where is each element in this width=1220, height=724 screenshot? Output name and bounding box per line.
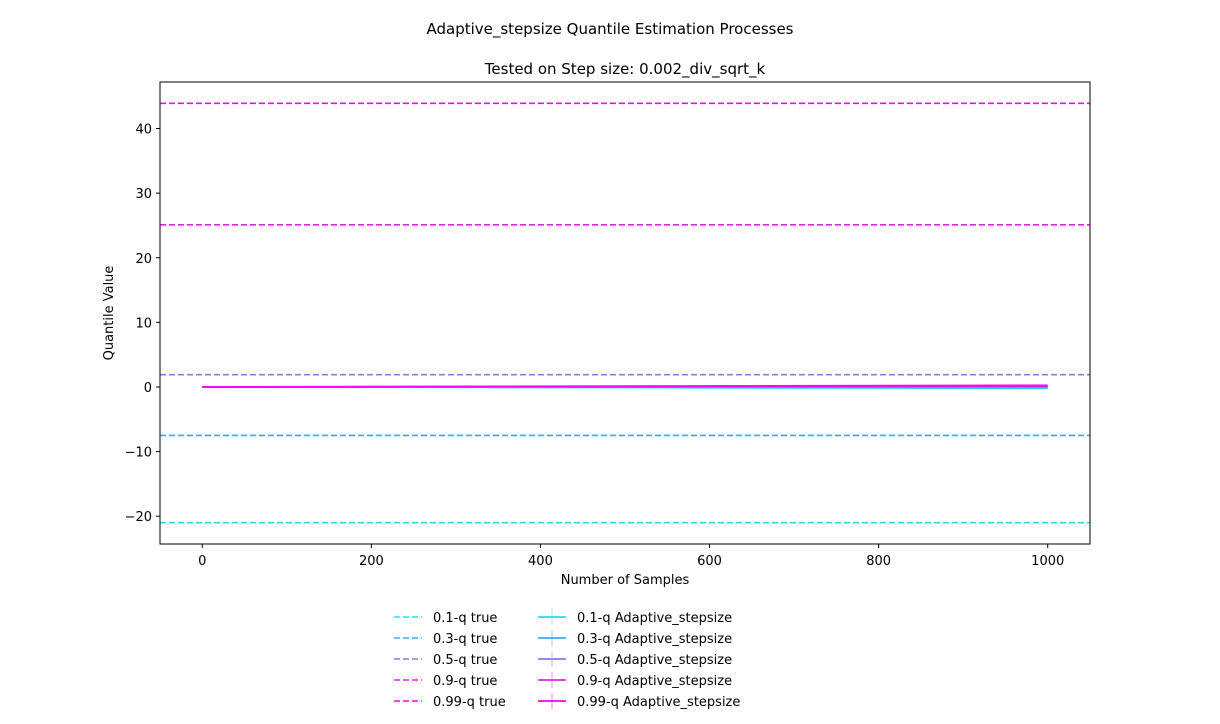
x-tick-label: 0 bbox=[198, 554, 206, 569]
legend-label: 0.9-q Adaptive_stepsize bbox=[577, 674, 732, 689]
y-tick-label: 30 bbox=[135, 187, 152, 202]
x-tick-label: 600 bbox=[697, 554, 722, 569]
plot-area: 0 200 400 600 800 1000 −20 −10 0 10 20 30 40 bbox=[125, 81, 1091, 569]
y-tick-label: 20 bbox=[135, 252, 152, 267]
legend-label: 0.1-q true bbox=[433, 611, 497, 626]
x-tick-label: 400 bbox=[528, 554, 553, 569]
legend-label: 0.5-q Adaptive_stepsize bbox=[577, 653, 732, 668]
y-tick-label: 40 bbox=[135, 123, 152, 138]
chart-title: Tested on Step size: 0.002_div_sqrt_k bbox=[484, 60, 766, 79]
x-tick-label: 800 bbox=[866, 554, 891, 569]
legend-label: 0.99-q true bbox=[433, 695, 506, 710]
x-tick-label: 1000 bbox=[1031, 554, 1064, 569]
axes-frame bbox=[159, 81, 1091, 545]
y-tick-label: 0 bbox=[144, 381, 152, 396]
legend-label: 0.5-q true bbox=[433, 653, 497, 668]
legend: 0.1-q true 0.3-q true 0.5-q true 0.9-q true… bbox=[394, 609, 740, 710]
y-axis-label: Quantile Value bbox=[102, 266, 117, 361]
legend-label: 0.99-q Adaptive_stepsize bbox=[577, 695, 740, 710]
y-tick-label: −10 bbox=[125, 446, 152, 461]
plot-inner bbox=[160, 102, 1090, 524]
y-tick-label: −20 bbox=[125, 510, 152, 525]
legend-label: 0.1-q Adaptive_stepsize bbox=[577, 611, 732, 626]
legend-label: 0.3-q true bbox=[433, 632, 497, 647]
series-line-4 bbox=[202, 384, 1048, 388]
legend-label: 0.9-q true bbox=[433, 674, 497, 689]
x-axis-label: Number of Samples bbox=[561, 573, 690, 588]
x-tick-label: 200 bbox=[359, 554, 384, 569]
chart-suptitle: Adaptive_stepsize Quantile Estimation Pr… bbox=[426, 20, 793, 39]
legend-label: 0.3-q Adaptive_stepsize bbox=[577, 632, 732, 647]
y-tick-label: 10 bbox=[135, 316, 152, 331]
